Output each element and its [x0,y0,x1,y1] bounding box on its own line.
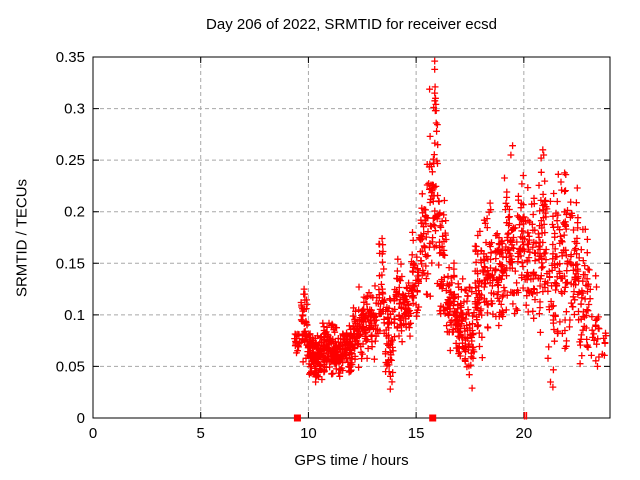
y-tick-label-0.35: 0.35 [56,49,85,66]
y-axis-label: SRMTID / TECUs [13,178,31,298]
baseline-square-marker [293,414,301,422]
data-points [291,57,610,393]
y-tick-label-0.2: 0.2 [64,204,85,221]
y-tick-label-0.25: 0.25 [56,152,85,169]
chart-title: Day 206 of 2022, SRMTID for receiver ecs… [206,16,497,33]
baseline-small-tick [525,412,528,420]
baseline-square-marker [429,414,437,422]
y-tick-label-0: 0 [77,410,85,427]
x-tick-label-0: 0 [89,425,97,442]
x-tick-label-20: 20 [515,425,532,442]
x-axis-label: GPS time / hours [294,452,409,469]
x-tick-label-15: 15 [408,425,425,442]
y-tick-label-0.1: 0.1 [64,307,85,324]
y-tick-label-0.3: 0.3 [64,101,85,118]
y-tick-label-0.15: 0.15 [56,255,85,272]
y-tick-label-0.05: 0.05 [56,358,85,375]
x-tick-label-5: 5 [197,425,205,442]
plot-border [92,56,611,419]
baseline-small-tick [523,412,526,420]
x-tick-label-10: 10 [300,425,317,442]
